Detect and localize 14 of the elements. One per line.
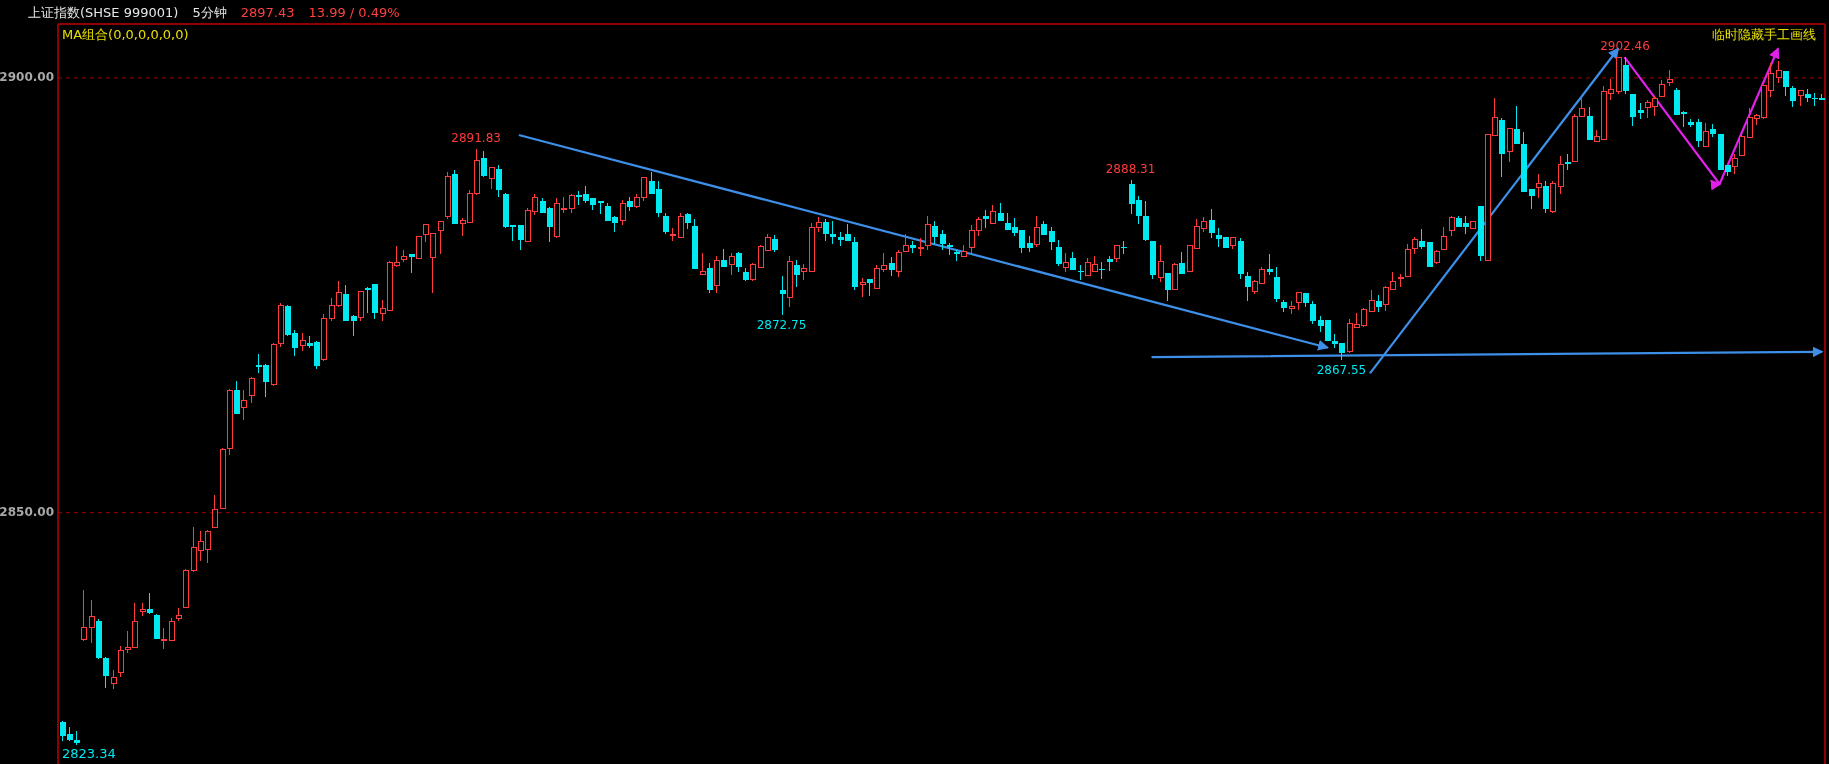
annotation: 2902.46 <box>1600 38 1650 53</box>
y-tick-label: 2900.00 <box>0 70 54 85</box>
annotation: 2867.55 <box>1316 363 1367 378</box>
annotation: 临时隐藏手工画线 <box>1712 27 1816 42</box>
chart-title: 上证指数(SHSE 999001) <box>28 5 179 20</box>
annotation: 2823.34 <box>62 746 116 761</box>
annotation: 2888.31 <box>1105 161 1156 176</box>
y-tick-label: 2850.00 <box>0 505 54 520</box>
chart-subtitle: 5分钟 <box>192 5 227 20</box>
annotation: 2872.75 <box>756 317 807 332</box>
annotation: 2891.83 <box>451 130 501 145</box>
annotation: MA组合(0,0,0,0,0,0) <box>62 27 189 42</box>
text: 13.99 / 0.49% <box>308 5 400 20</box>
text: 2897.43 <box>240 5 295 20</box>
